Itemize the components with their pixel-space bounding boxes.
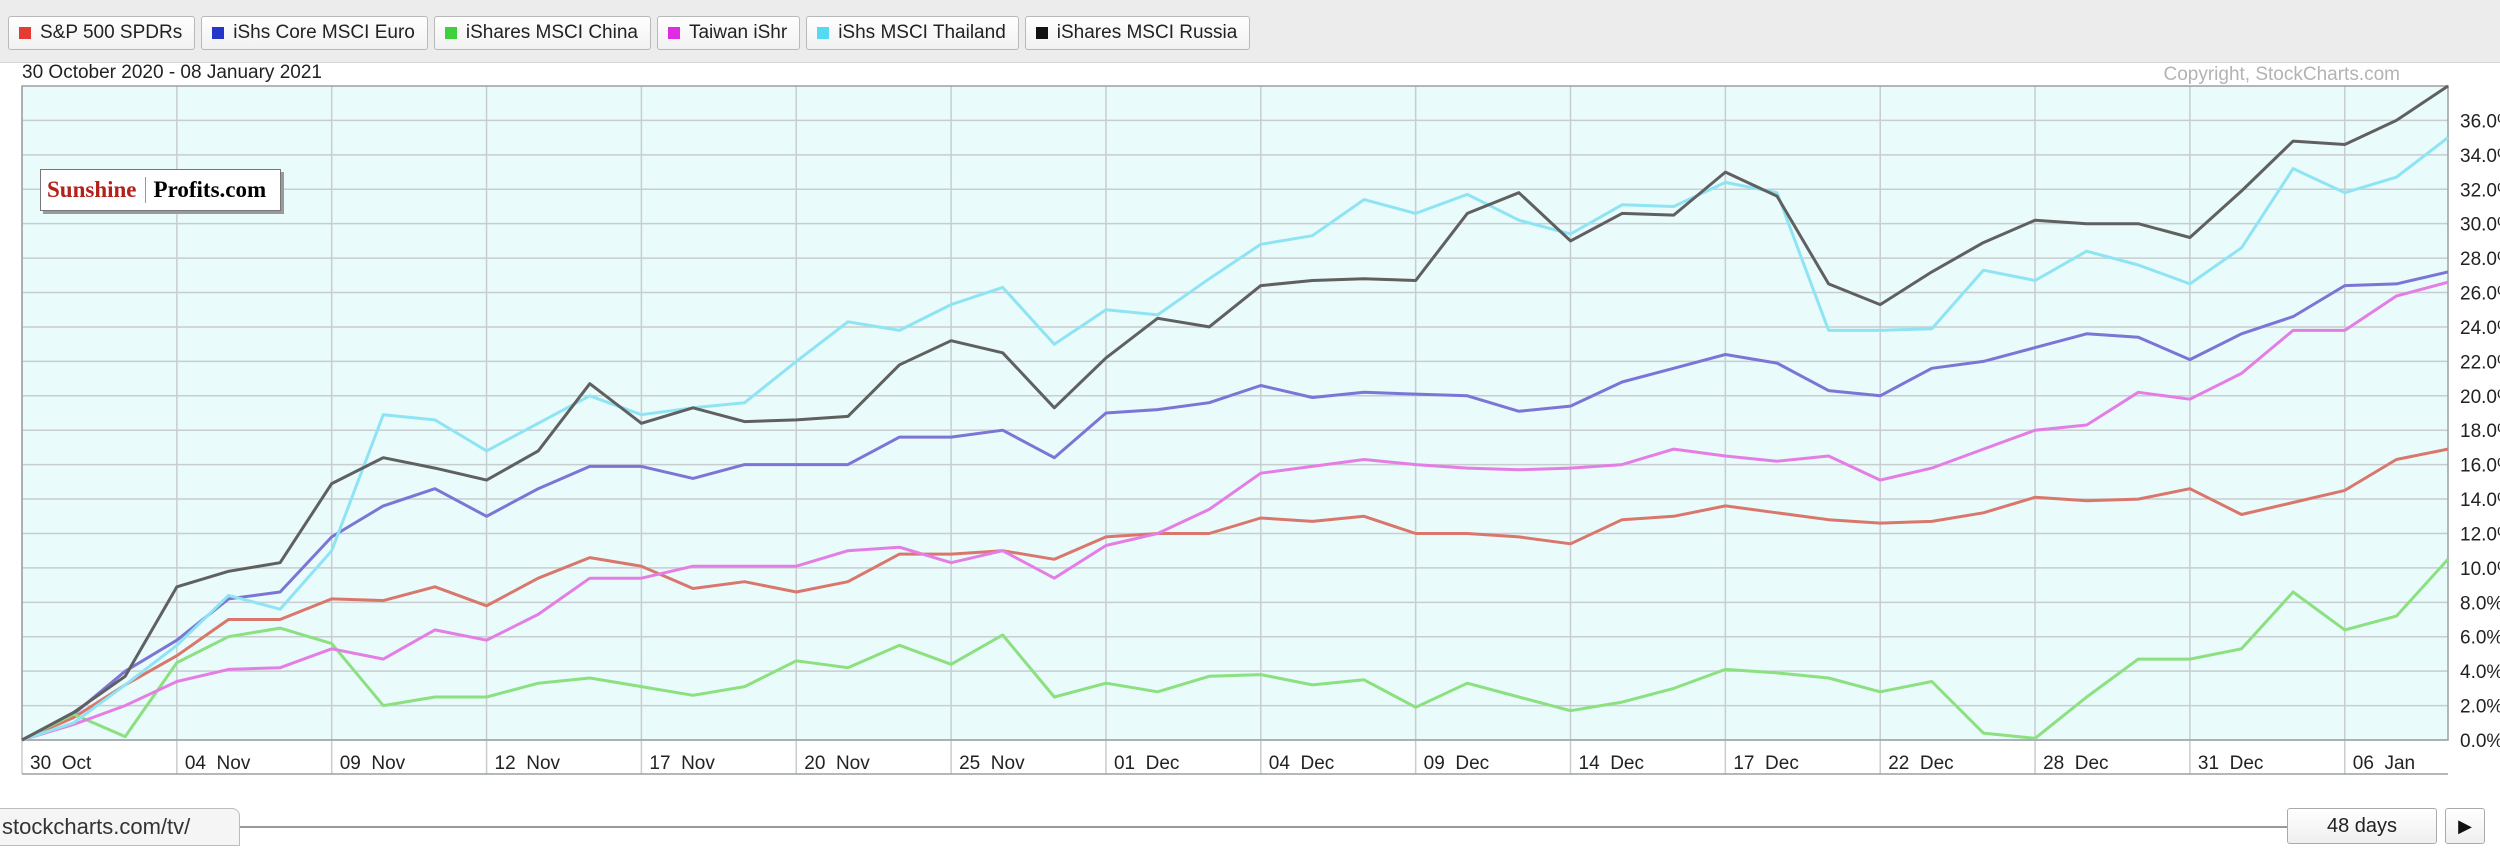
x-tick-label: 04 Nov	[185, 753, 251, 774]
y-tick-label: 30.0%	[2460, 215, 2500, 236]
y-tick-label: 26.0%	[2460, 284, 2500, 305]
y-tick-label: 4.0%	[2460, 662, 2500, 683]
status-bar-url: stockcharts.com/tv/	[0, 808, 240, 846]
y-tick-label: 34.0%	[2460, 146, 2500, 167]
x-tick-label: 22 Dec	[1888, 753, 1953, 774]
play-button[interactable]: ▶	[2445, 808, 2485, 844]
series-line-3	[21, 280, 2449, 742]
date-range-slider[interactable]	[240, 826, 2290, 828]
x-tick-label: 06 Jan	[2353, 753, 2415, 774]
legend-swatch-icon	[444, 27, 457, 39]
series-line-5	[21, 84, 2449, 742]
legend-item-3[interactable]: Taiwan iShr	[656, 16, 801, 50]
y-tick-label: 0.0%	[2460, 731, 2500, 752]
legend: S&P 500 SPDRs iShs Core MSCI Euro iShares …	[8, 16, 1251, 50]
x-tick-label: 17 Nov	[649, 753, 715, 774]
legend-label: iShs Core MSCI Euro	[233, 22, 415, 43]
y-tick-label: 32.0%	[2460, 180, 2500, 201]
x-tick-label: 04 Dec	[1269, 753, 1334, 774]
logo-text-profits: Profits.com	[153, 177, 267, 202]
y-tick-label: 12.0%	[2460, 524, 2500, 545]
legend-item-1[interactable]: iShs Core MSCI Euro	[201, 16, 428, 50]
x-tick-label: 09 Dec	[1424, 753, 1489, 774]
x-tick-label: 20 Nov	[804, 753, 870, 774]
y-tick-label: 28.0%	[2460, 249, 2500, 270]
x-tick-label: 25 Nov	[959, 753, 1025, 774]
y-tick-label: 24.0%	[2460, 318, 2500, 339]
series-line-0	[21, 447, 2449, 742]
copyright-notice: Copyright, StockCharts.com	[2163, 64, 2400, 85]
legend-swatch-icon	[667, 27, 680, 39]
x-tick-label: 09 Nov	[340, 753, 406, 774]
legend-item-4[interactable]: iShs MSCI Thailand	[806, 16, 1019, 50]
x-tick-label: 17 Dec	[1733, 753, 1798, 774]
x-tick-label: 01 Dec	[1114, 753, 1179, 774]
y-tick-label: 18.0%	[2460, 421, 2500, 442]
legend-item-2[interactable]: iShares MSCI China	[433, 16, 651, 50]
y-tick-label: 36.0%	[2460, 111, 2500, 132]
series-line-2	[21, 558, 2450, 742]
range-length-display[interactable]: 48 days	[2287, 808, 2437, 844]
legend-label: iShs MSCI Thailand	[838, 22, 1006, 43]
x-tick-label: 31 Dec	[2198, 753, 2263, 774]
x-tick-label: 12 Nov	[495, 753, 561, 774]
y-tick-label: 10.0%	[2460, 559, 2500, 580]
legend-item-0[interactable]: S&P 500 SPDRs	[8, 16, 196, 50]
series-line-4	[21, 136, 2449, 742]
legend-bar: S&P 500 SPDRs iShs Core MSCI Euro iShares …	[0, 0, 2500, 63]
legend-label: iShares MSCI China	[465, 22, 638, 43]
y-tick-label: 22.0%	[2460, 352, 2500, 373]
legend-swatch-icon	[817, 27, 830, 39]
legend-item-5[interactable]: iShares MSCI Russia	[1024, 16, 1251, 50]
play-icon: ▶	[2458, 816, 2472, 836]
sunshine-profits-logo: Sunshine Profits.com	[40, 169, 282, 211]
legend-label: Taiwan iShr	[688, 22, 788, 43]
y-tick-label: 14.0%	[2460, 490, 2500, 511]
legend-swatch-icon	[1035, 27, 1048, 39]
y-tick-label: 6.0%	[2460, 628, 2500, 649]
legend-swatch-icon	[212, 27, 225, 39]
y-tick-label: 2.0%	[2460, 697, 2500, 718]
x-tick-label: 14 Dec	[1579, 753, 1644, 774]
logo-text-sunshine: Sunshine	[47, 177, 146, 203]
y-tick-label: 16.0%	[2460, 456, 2500, 477]
x-tick-label: 28 Dec	[2043, 753, 2108, 774]
x-tick-label: 30 Oct	[30, 753, 92, 774]
y-tick-label: 8.0%	[2460, 593, 2500, 614]
plot-frame	[21, 85, 2449, 741]
y-tick-label: 20.0%	[2460, 387, 2500, 408]
series-line-1	[21, 270, 2449, 742]
legend-label: S&P 500 SPDRs	[40, 22, 183, 43]
date-range: 30 October 2020 - 08 January 2021	[22, 62, 322, 83]
plot-area	[22, 86, 2448, 740]
legend-label: iShares MSCI Russia	[1056, 22, 1238, 43]
legend-swatch-icon	[19, 27, 31, 39]
